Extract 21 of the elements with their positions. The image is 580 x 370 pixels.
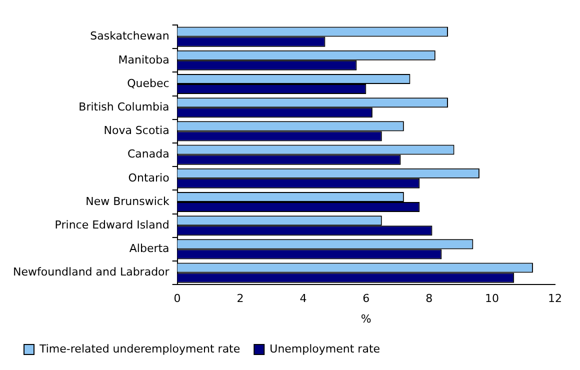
- y-tick-label: British Columbia: [78, 100, 170, 114]
- y-tick-label: Alberta: [129, 242, 170, 256]
- y-tick-label: Manitoba: [118, 53, 170, 66]
- legend-label: Time-related underemployment rate: [38, 342, 240, 356]
- x-tick-label: 12: [548, 292, 562, 306]
- y-tick-label: New Brunswick: [86, 194, 170, 208]
- x-tick-label: 0: [174, 292, 181, 306]
- y-tick-label: Ontario: [128, 171, 170, 184]
- x-tick-label: 6: [362, 292, 370, 306]
- y-tick-label: Prince Edward Island: [54, 218, 170, 232]
- x-axis-title: %: [360, 312, 372, 326]
- y-tick-label: Newfoundland and Labrador: [12, 266, 170, 279]
- x-tick-label: 2: [236, 292, 244, 306]
- x-tick-label: 8: [426, 292, 433, 306]
- y-tick-label: Saskatchewan: [90, 30, 170, 43]
- x-tick-label: 10: [485, 292, 500, 306]
- y-tick-label: Canada: [127, 148, 170, 161]
- y-tick-label: Nova Scotia: [104, 124, 170, 138]
- y-tick-label: Quebec: [127, 76, 170, 90]
- legend-label: Unemployment rate: [270, 342, 380, 356]
- x-tick-label: 4: [300, 292, 307, 306]
